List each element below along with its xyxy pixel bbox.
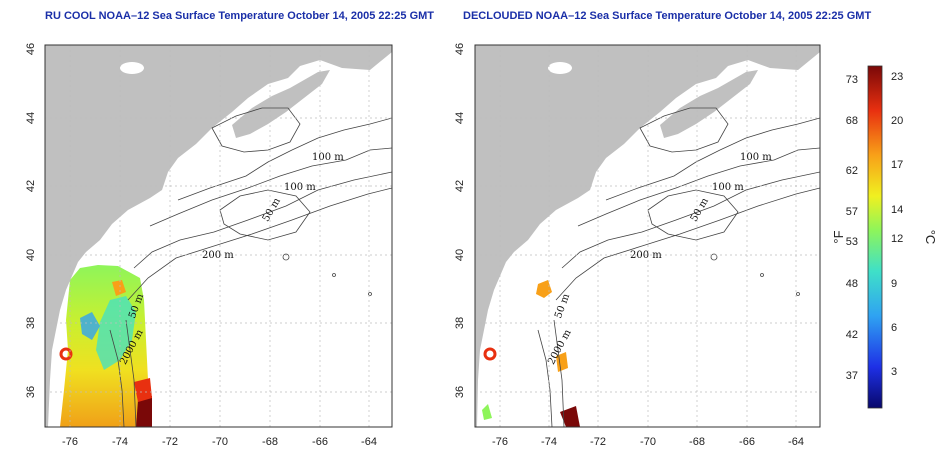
left-map-lon-ticks: -76 -74 -72 -70 -68 -66 -64 <box>62 436 377 448</box>
left-lat-tick: 42 <box>25 180 37 192</box>
right-lon-tick: -66 <box>739 436 755 448</box>
colorbar-fahrenheit-label: °F <box>831 230 846 243</box>
colorbar-c-tick: 12 <box>891 233 903 245</box>
right-contour-label-2: 100 m <box>712 182 744 193</box>
left-map-title: RU COOL NOAA–12 Sea Surface Temperature … <box>45 10 435 22</box>
right-map-panel: 100 m 100 m 50 m 200 m 50 m 2000 m -76 -… <box>454 43 821 448</box>
right-lon-tick: -64 <box>788 436 804 448</box>
left-map-cool-patch <box>96 296 136 370</box>
right-contour-label-1: 100 m <box>740 152 772 163</box>
right-lat-tick: 38 <box>454 317 466 329</box>
left-contour-label-2: 100 m <box>284 182 316 193</box>
right-map-title: DECLOUDED NOAA–12 Sea Surface Temperatur… <box>463 10 872 22</box>
colorbar-f-tick: 37 <box>846 370 858 382</box>
right-map-hot-patch <box>560 406 580 427</box>
left-lon-tick: -66 <box>312 436 328 448</box>
left-map-hot-patch <box>136 396 152 427</box>
right-map-warm-patch <box>536 280 552 298</box>
right-lon-tick: -76 <box>492 436 508 448</box>
right-map-lake <box>548 62 572 74</box>
left-map-land <box>45 45 392 427</box>
left-contour-label-1: 100 m <box>312 152 344 163</box>
left-map-bay-feature <box>59 347 73 361</box>
colorbar-celsius-ticks: 23 20 17 14 12 9 6 3 <box>891 71 903 378</box>
colorbar-gradient <box>867 65 883 409</box>
right-map-green-patch <box>482 404 492 420</box>
colorbar-f-tick: 62 <box>846 165 858 177</box>
left-map-nova-scotia <box>232 70 330 138</box>
right-map-frame <box>474 44 821 428</box>
right-map-grid <box>475 45 820 427</box>
right-lon-tick: -74 <box>541 436 557 448</box>
colorbar-c-tick: 23 <box>891 71 903 83</box>
right-map-nova-scotia <box>660 70 758 138</box>
left-lon-tick: -74 <box>112 436 128 448</box>
colorbar-f-tick: 73 <box>846 74 858 86</box>
right-lat-tick: 46 <box>454 43 466 55</box>
right-map-land <box>475 45 820 427</box>
right-lat-tick: 42 <box>454 180 466 192</box>
colorbar-c-tick: 20 <box>891 115 903 127</box>
colorbar-f-tick: 42 <box>846 329 858 341</box>
colorbar-c-tick: 9 <box>891 278 897 290</box>
right-lat-tick: 44 <box>454 112 466 124</box>
left-map-frame <box>44 44 393 428</box>
colorbar-c-tick: 17 <box>891 159 903 171</box>
colorbar-fahrenheit-ticks: 73 68 62 57 53 48 42 37 <box>846 74 858 382</box>
left-lat-tick: 38 <box>25 317 37 329</box>
colorbar: 73 68 62 57 53 48 42 37 23 20 17 14 12 9… <box>831 65 938 409</box>
left-lat-tick: 44 <box>25 112 37 124</box>
left-lon-tick: -64 <box>361 436 377 448</box>
left-lat-tick: 40 <box>25 249 37 261</box>
left-map-warm-patch <box>112 280 126 296</box>
right-lon-tick: -68 <box>689 436 705 448</box>
right-map-lat-ticks: 46 44 42 40 38 36 <box>454 43 466 398</box>
left-map-red-patch <box>134 378 152 402</box>
colorbar-f-tick: 48 <box>846 278 858 290</box>
right-lat-tick: 36 <box>454 386 466 398</box>
right-map-lon-ticks: -76 -74 -72 -70 -68 -66 -64 <box>492 436 804 448</box>
colorbar-c-tick: 6 <box>891 322 897 334</box>
left-lat-tick: 36 <box>25 386 37 398</box>
right-map-bay <box>564 254 572 341</box>
right-contour-label-4: 200 m <box>630 250 662 261</box>
left-map-panel: 100 m 100 m 50 m 200 m 50 m 2000 m -76 -… <box>25 43 393 448</box>
left-lon-tick: -70 <box>212 436 228 448</box>
colorbar-f-tick: 53 <box>846 236 858 248</box>
left-lat-tick: 46 <box>25 43 37 55</box>
colorbar-f-tick: 68 <box>846 115 858 127</box>
left-lon-tick: -72 <box>162 436 178 448</box>
colorbar-f-tick: 57 <box>846 206 858 218</box>
right-lon-tick: -72 <box>590 436 606 448</box>
left-map-lat-ticks: 46 44 42 40 38 36 <box>25 43 37 398</box>
colorbar-c-tick: 3 <box>891 366 897 378</box>
left-map-grid <box>45 45 392 427</box>
left-lon-tick: -68 <box>262 436 278 448</box>
right-lat-tick: 40 <box>454 249 466 261</box>
colorbar-c-tick: 14 <box>891 204 903 216</box>
colorbar-celsius-label: °C <box>923 230 938 245</box>
left-lon-tick: -76 <box>62 436 78 448</box>
right-lon-tick: -70 <box>640 436 656 448</box>
right-map-bay-feature <box>483 347 497 361</box>
left-map-lake <box>120 62 144 74</box>
right-map-contours <box>537 107 820 427</box>
left-contour-label-4: 200 m <box>202 250 234 261</box>
left-map-cold-patch <box>80 312 100 340</box>
